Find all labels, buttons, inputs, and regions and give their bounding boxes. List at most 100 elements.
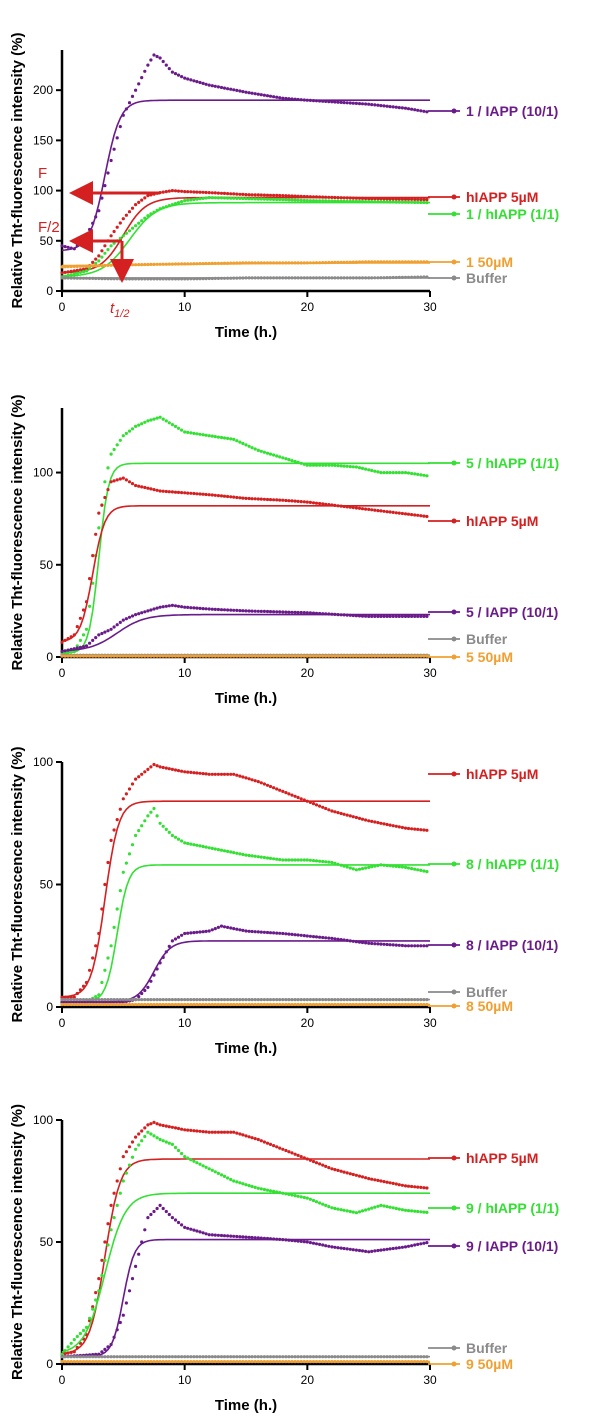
data-point	[256, 1236, 260, 1240]
data-point	[367, 1177, 371, 1181]
data-point	[130, 94, 135, 98]
data-point	[232, 608, 236, 612]
data-point	[259, 276, 263, 280]
data-point	[121, 113, 125, 117]
data-point	[342, 998, 346, 1002]
data-point	[69, 647, 73, 652]
data-point	[121, 998, 125, 1002]
data-point	[97, 1277, 101, 1281]
data-point	[400, 511, 404, 516]
data-point	[213, 84, 217, 88]
data-point	[94, 636, 98, 640]
data-point	[391, 471, 395, 475]
data-point	[416, 1209, 420, 1214]
data-point	[268, 452, 273, 456]
legend-label: 8 / hIAPP (1/1)	[466, 856, 559, 872]
data-point	[100, 255, 104, 259]
data-point	[308, 998, 312, 1002]
data-point	[124, 998, 128, 1002]
data-point	[229, 87, 233, 91]
series-5: Buffer	[60, 270, 508, 286]
data-point	[140, 1139, 144, 1143]
data-point	[176, 490, 181, 494]
data-point	[425, 1186, 429, 1190]
data-point	[118, 1002, 122, 1007]
data-point	[253, 1185, 257, 1189]
data-point	[406, 1002, 411, 1007]
data-point	[400, 1360, 404, 1364]
data-point	[149, 654, 153, 658]
data-point	[72, 633, 76, 637]
data-point	[207, 998, 211, 1002]
data-point	[406, 471, 411, 475]
data-point	[256, 1186, 260, 1190]
data-point	[360, 1249, 365, 1253]
data-point	[229, 495, 233, 499]
data-point	[413, 260, 417, 264]
data-point	[222, 772, 227, 776]
data-point	[167, 604, 171, 608]
data-point	[265, 497, 270, 502]
data-point	[413, 944, 417, 948]
data-point	[299, 198, 303, 202]
data-point	[330, 998, 334, 1002]
data-point	[170, 833, 174, 838]
data-point	[137, 995, 141, 999]
data-point	[161, 1139, 165, 1143]
data-point	[305, 98, 309, 102]
data-point	[91, 264, 95, 268]
data-point	[173, 1126, 178, 1130]
data-point	[75, 646, 79, 650]
data-point	[406, 1184, 411, 1188]
data-point	[364, 507, 368, 511]
data-point	[321, 1243, 325, 1247]
data-point	[314, 1242, 319, 1246]
data-point	[207, 1355, 211, 1359]
data-point	[91, 221, 95, 225]
data-point	[137, 829, 141, 833]
data-point	[373, 942, 377, 946]
data-point	[370, 468, 374, 473]
data-point	[318, 199, 322, 203]
data-point	[333, 463, 337, 467]
data-point	[287, 1002, 291, 1007]
data-point	[94, 995, 98, 999]
data-point	[244, 1235, 248, 1239]
data-point	[183, 1128, 187, 1132]
data-point	[305, 1002, 309, 1007]
data-point	[311, 463, 316, 467]
data-point	[66, 995, 70, 999]
data-point	[238, 998, 242, 1002]
data-point	[213, 607, 217, 612]
data-point	[201, 1130, 205, 1134]
data-point	[419, 260, 423, 264]
data-point	[121, 217, 125, 221]
data-point	[146, 1002, 150, 1007]
data-point	[219, 772, 224, 776]
data-point	[394, 471, 398, 475]
data-point	[94, 257, 98, 261]
x-axis-label: Time (h.)	[215, 1397, 277, 1414]
y-axis-label: Relative Tht-fluorescence intensity (%)	[9, 747, 26, 1023]
data-point	[278, 858, 282, 862]
data-point	[321, 463, 325, 467]
data-point	[385, 276, 389, 280]
data-point	[112, 1191, 116, 1195]
data-point	[253, 92, 257, 96]
data-point	[327, 260, 331, 265]
data-point	[170, 654, 174, 658]
data-point	[170, 70, 174, 74]
data-point	[204, 1165, 208, 1169]
data-point	[290, 276, 294, 280]
data-point	[72, 247, 76, 251]
data-point	[302, 194, 306, 199]
data-point	[207, 276, 211, 281]
data-point	[127, 101, 132, 105]
data-point	[308, 195, 312, 199]
data-point	[183, 199, 187, 203]
data-point	[400, 200, 404, 204]
data-point	[149, 765, 153, 769]
data-point	[130, 782, 135, 786]
data-point	[118, 477, 122, 481]
data-point	[305, 998, 309, 1002]
